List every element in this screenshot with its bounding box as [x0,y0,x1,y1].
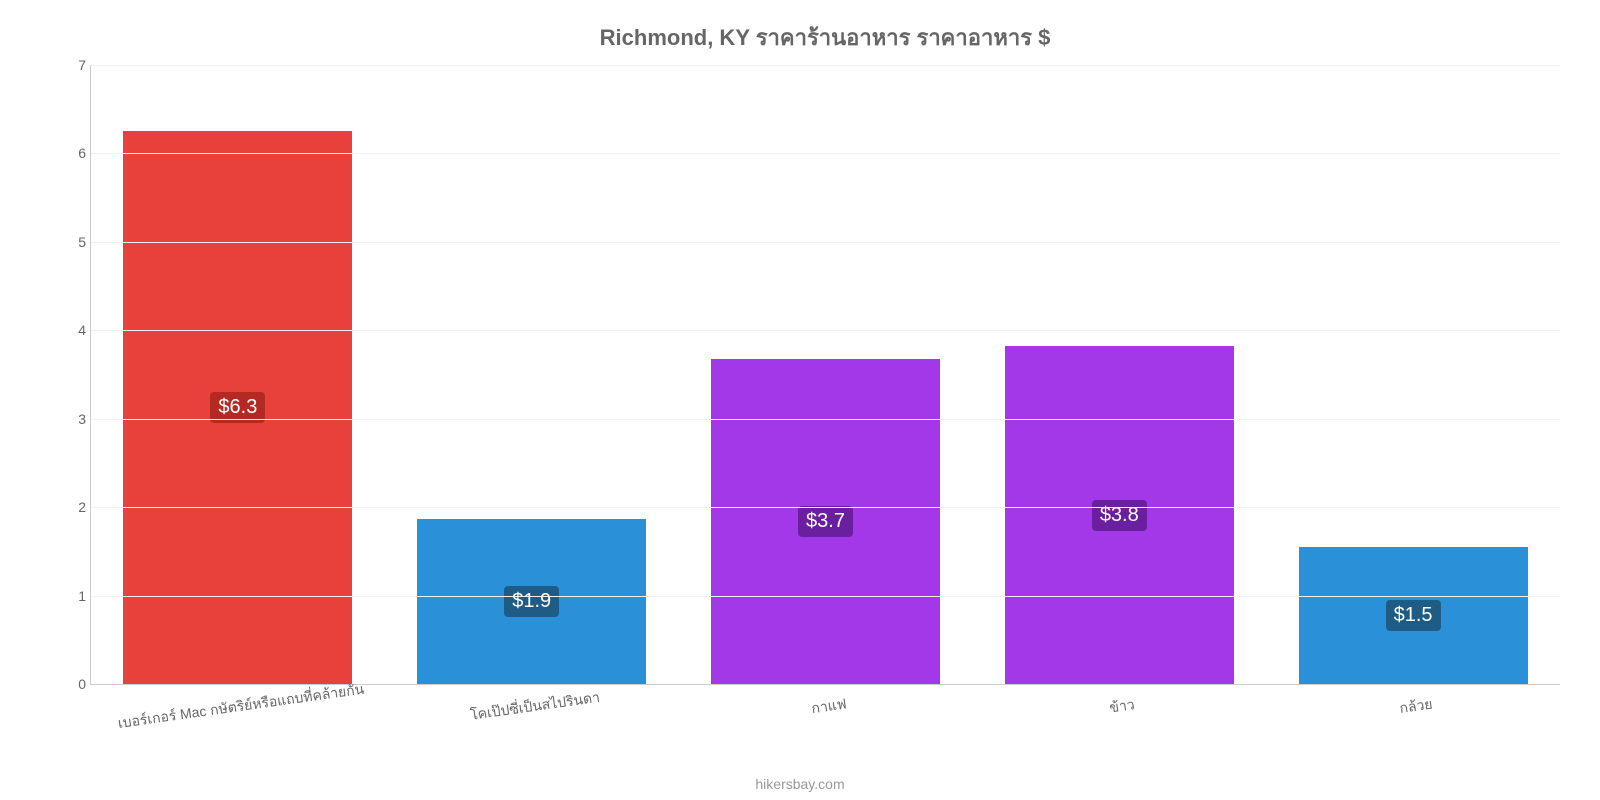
y-tick-label: 6 [61,145,86,161]
gridline [91,507,1560,508]
gridline [91,419,1560,420]
y-tick-label: 3 [61,411,86,427]
chart-title: Richmond, KY ราคาร้านอาหาร ราคาอาหาร $ [90,20,1560,55]
bar-value-label: $3.7 [798,506,853,537]
plot-area: $6.3$1.9$3.7$3.8$1.5 เบอร์เกอร์ Mac กษัต… [90,65,1560,685]
bar-value-label: $1.9 [504,586,559,617]
bar: $6.3 [123,131,352,684]
bar-slot: $6.3 [91,65,385,684]
gridline [91,596,1560,597]
y-tick-label: 5 [61,234,86,250]
bars-row: $6.3 $1.9 $3.7 $3.8 $1.5 [91,65,1560,684]
gridline [91,242,1560,243]
y-tick-label: 0 [61,676,86,692]
gridline [91,153,1560,154]
chart-container: Richmond, KY ราคาร้านอาหาร ราคาอาหาร $ $… [0,0,1600,800]
y-tick-label: 7 [61,57,86,73]
bar: $1.5 [1299,547,1528,684]
bar-slot: $3.8 [972,65,1266,684]
bar-value-label: $1.5 [1386,600,1441,631]
y-tick-label: 2 [61,499,86,515]
gridline [91,330,1560,331]
bar: $3.8 [1005,346,1234,684]
bar: $1.9 [417,519,646,684]
bar-slot: $1.5 [1266,65,1560,684]
bar: $3.7 [711,359,940,684]
y-tick-label: 1 [61,588,86,604]
x-axis-labels: เบอร์เกอร์ Mac กษัตริย์หรือแถบที่คล้ายกั… [91,684,1560,718]
attribution: hikersbay.com [755,776,844,792]
bar-slot: $3.7 [679,65,973,684]
y-tick-label: 4 [61,322,86,338]
gridline [91,65,1560,66]
bar-slot: $1.9 [385,65,679,684]
bar-value-label: $3.8 [1092,500,1147,531]
